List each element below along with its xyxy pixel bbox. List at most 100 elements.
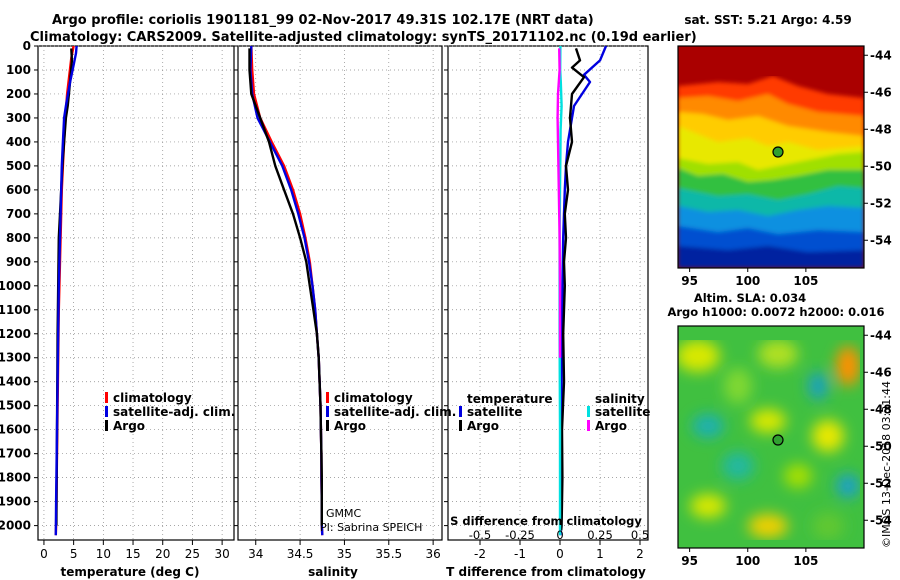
- y-tick-label: 1400: [0, 375, 31, 389]
- y-tick-label: 1600: [0, 423, 31, 437]
- legend-label-t-argo: Argo: [467, 419, 499, 433]
- y-tick-label: 0: [23, 39, 31, 53]
- axis-layer: 0 5 10 15 20 25 300100200300400500600700800900…: [0, 39, 649, 561]
- title-line-2: Climatology: CARS2009. Satellite-adjuste…: [30, 30, 697, 45]
- y-tick-label: 300: [6, 111, 31, 125]
- map-axis-layer: 95 100 105 -44 -46 -48 -50 -52 -54 95 100 105 -44 -46…: [681, 48, 891, 568]
- y-tick-label: 1200: [0, 327, 31, 341]
- temperature-legend: climatology satellite-adj. clim. Argo: [105, 391, 235, 433]
- x-tick-label-s: 0: [556, 528, 563, 542]
- sla-map-frame: [677, 325, 865, 549]
- y-tick-label: 500: [6, 159, 31, 173]
- difference-legend: temperature salinity satellite Argo sate…: [459, 392, 650, 433]
- map-y-tick-label: -54: [870, 513, 892, 527]
- series-layer: [54, 46, 608, 536]
- x-tick-label: 10: [96, 547, 111, 561]
- map-y-tick-label: -44: [870, 328, 892, 342]
- salinity-panel: [237, 45, 443, 541]
- map-y-tick-label: -50: [870, 439, 892, 453]
- sla-map: [677, 325, 865, 549]
- x-tick-label-s: -0.25: [505, 528, 535, 542]
- legend-swatch-s-argo: [587, 420, 590, 431]
- legend-swatch-t-argo: [459, 420, 462, 431]
- legend-swatch-climatology: [105, 392, 108, 403]
- legend-swatch-satellite: [105, 406, 108, 417]
- y-tick-label: 600: [6, 183, 31, 197]
- legend-label-s-satellite: satellite: [595, 405, 650, 419]
- y-tick-label: 1000: [0, 279, 31, 293]
- map-x-tick-label: 105: [793, 554, 818, 568]
- legend-title-temperature: temperature: [467, 392, 552, 406]
- y-tick-label: 2000: [0, 519, 31, 533]
- legend-label-satellite: satellite-adj. clim.: [113, 405, 235, 419]
- map-x-tick-label: 100: [735, 274, 760, 288]
- x-tick-label: 36: [425, 547, 440, 561]
- x-tick-label: 34.5: [287, 547, 314, 561]
- map-y-tick-label: -44: [870, 48, 892, 62]
- sla-argo-marker: [772, 434, 784, 446]
- y-tick-label: 1300: [0, 351, 31, 365]
- x-tick-label-t: -1: [514, 547, 526, 561]
- y-tick-label: 1900: [0, 495, 31, 509]
- map-y-tick-label: -52: [870, 476, 892, 490]
- y-tick-label: 800: [6, 231, 31, 245]
- map-y-tick-label: -48: [870, 122, 892, 136]
- legend-label-satellite: satellite-adj. clim.: [334, 405, 456, 419]
- legend-swatch-argo: [326, 420, 329, 431]
- legend-label-climatology: climatology: [334, 391, 413, 405]
- sla-map-image: [678, 326, 864, 548]
- difference-xlabel: T difference from climatology: [446, 565, 646, 579]
- legend-label-s-argo: Argo: [595, 419, 627, 433]
- map-y-tick-label: -50: [870, 159, 892, 173]
- x-tick-label: 30: [214, 547, 229, 561]
- difference-xlabel-top: S difference from climatology: [450, 514, 642, 528]
- x-tick-label: 0: [40, 547, 48, 561]
- series-line-argo: [248, 48, 323, 526]
- series-line-t-argo: [560, 48, 586, 531]
- salinity-series-group: [248, 46, 324, 536]
- y-tick-label: 1100: [0, 303, 31, 317]
- map-y-tick-label: -52: [870, 196, 892, 210]
- map-x-tick-label: 95: [681, 274, 698, 288]
- sst-map: [677, 45, 865, 269]
- map-x-tick-label: 105: [793, 274, 818, 288]
- sst-map-frame: [677, 45, 865, 269]
- x-tick-label: 35.5: [375, 547, 402, 561]
- x-tick-label-t: 2: [636, 547, 644, 561]
- temperature-panel: [37, 45, 235, 541]
- legend-swatch-t-satellite: [459, 406, 462, 417]
- map-y-tick-label: -48: [870, 402, 892, 416]
- sla-map-subtitle: Argo h1000: 0.0072 h2000: 0.016: [667, 305, 884, 319]
- x-tick-label: 25: [185, 547, 200, 561]
- y-tick-label: 200: [6, 87, 31, 101]
- difference-series-group: [556, 46, 608, 536]
- y-tick-label: 100: [6, 63, 31, 77]
- legend-label-climatology: climatology: [113, 391, 192, 405]
- x-tick-label-s: 0.25: [587, 528, 613, 542]
- x-tick-label-s: 0.5: [631, 528, 649, 542]
- legend-swatch-argo: [105, 420, 108, 431]
- temperature-xlabel: temperature (deg C): [61, 565, 200, 579]
- sla-map-title: Altim. SLA: 0.034: [694, 291, 806, 305]
- x-tick-label-t: -2: [474, 547, 486, 561]
- x-tick-label-s: -0.5: [469, 528, 491, 542]
- legend-swatch-s-satellite: [587, 406, 590, 417]
- sst-map-image: [678, 46, 864, 268]
- legend-swatch-climatology: [326, 392, 329, 403]
- series-line-s-argo: [556, 48, 562, 358]
- x-tick-label-t: 1: [596, 547, 604, 561]
- temperature-series-group: [54, 46, 78, 536]
- y-tick-label: 900: [6, 255, 31, 269]
- x-tick-label-t: 0: [556, 547, 564, 561]
- grid-layer: [38, 45, 648, 540]
- title-line-1: Argo profile: coriolis 1901181_99 02-Nov…: [52, 13, 594, 28]
- map-y-tick-label: -46: [870, 85, 892, 99]
- legend-label-argo: Argo: [113, 419, 145, 433]
- credit-gmmc: GMMC: [326, 507, 362, 520]
- sst-argo-marker: [772, 146, 784, 158]
- map-y-tick-label: -46: [870, 365, 892, 379]
- salinity-legend: climatology satellite-adj. clim. Argo: [326, 391, 456, 433]
- map-x-tick-label: 95: [681, 554, 698, 568]
